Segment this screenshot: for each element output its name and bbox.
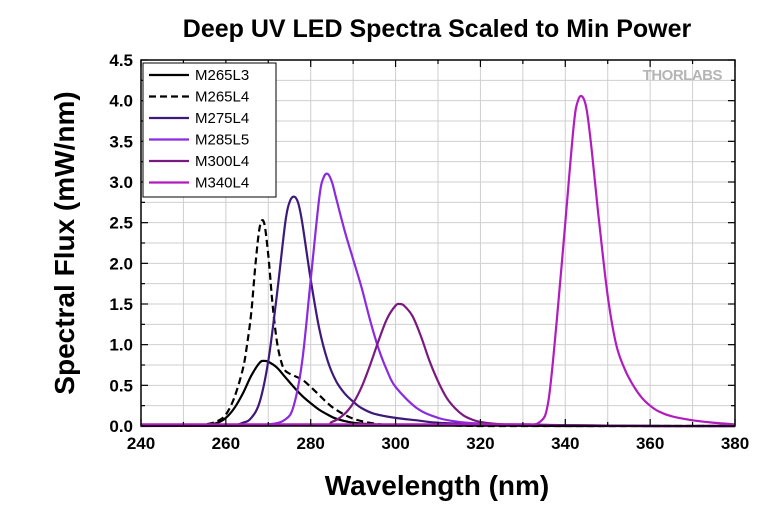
y-tick-label: 0.5 — [109, 376, 133, 395]
grid — [140, 59, 736, 427]
x-tick-label: 280 — [297, 434, 325, 453]
x-tick-label: 380 — [721, 434, 749, 453]
y-tick-label: 2.5 — [109, 214, 133, 233]
y-tick-label: 0.0 — [109, 417, 133, 436]
y-tick-label: 3.0 — [109, 173, 133, 192]
y-tick-label: 2.0 — [109, 254, 133, 273]
x-tick-label: 300 — [381, 434, 409, 453]
legend-label-m340l4: M340L4 — [195, 175, 249, 192]
series-line-m340l4 — [141, 94, 736, 426]
legend-label-m300l4: M300L4 — [195, 153, 249, 170]
x-tick-label: 340 — [551, 434, 579, 453]
x-tick-label: 320 — [466, 434, 494, 453]
chart-title: Deep UV LED Spectra Scaled to Min Power — [183, 15, 692, 43]
y-axis-title: Spectral Flux (mW/nm) — [49, 91, 80, 394]
legend-box — [142, 62, 277, 198]
legend-label-m285l5: M285L5 — [195, 132, 249, 149]
x-tick-label: 240 — [127, 434, 155, 453]
y-tick-label: 3.5 — [109, 132, 133, 151]
legend: M265L3 M265L4 M275L4 M285L5 M300L4 M340L4 — [142, 62, 277, 198]
x-tick-labels: 240 260 280 300 320 340 360 380 — [127, 434, 749, 453]
y-tick-label: 1.0 — [109, 336, 133, 355]
y-tick-label: 4.0 — [109, 92, 133, 111]
y-tick-labels: 0.0 0.5 1.0 1.5 2.0 2.5 3.0 3.5 4.0 4.5 — [109, 51, 133, 436]
series-layer — [140, 94, 736, 428]
legend-label-m265l4: M265L4 — [195, 89, 249, 106]
thorlabs-logo: THORLABS — [643, 67, 723, 84]
x-tick-label: 260 — [212, 434, 240, 453]
y-tick-label: 4.5 — [109, 51, 133, 70]
legend-label-m265l3: M265L3 — [195, 67, 249, 84]
x-axis-title: Wavelength (nm) — [325, 470, 550, 501]
y-tick-label: 1.5 — [109, 295, 133, 314]
legend-label-m275l4: M275L4 — [195, 110, 249, 127]
x-tick-label: 360 — [636, 434, 664, 453]
